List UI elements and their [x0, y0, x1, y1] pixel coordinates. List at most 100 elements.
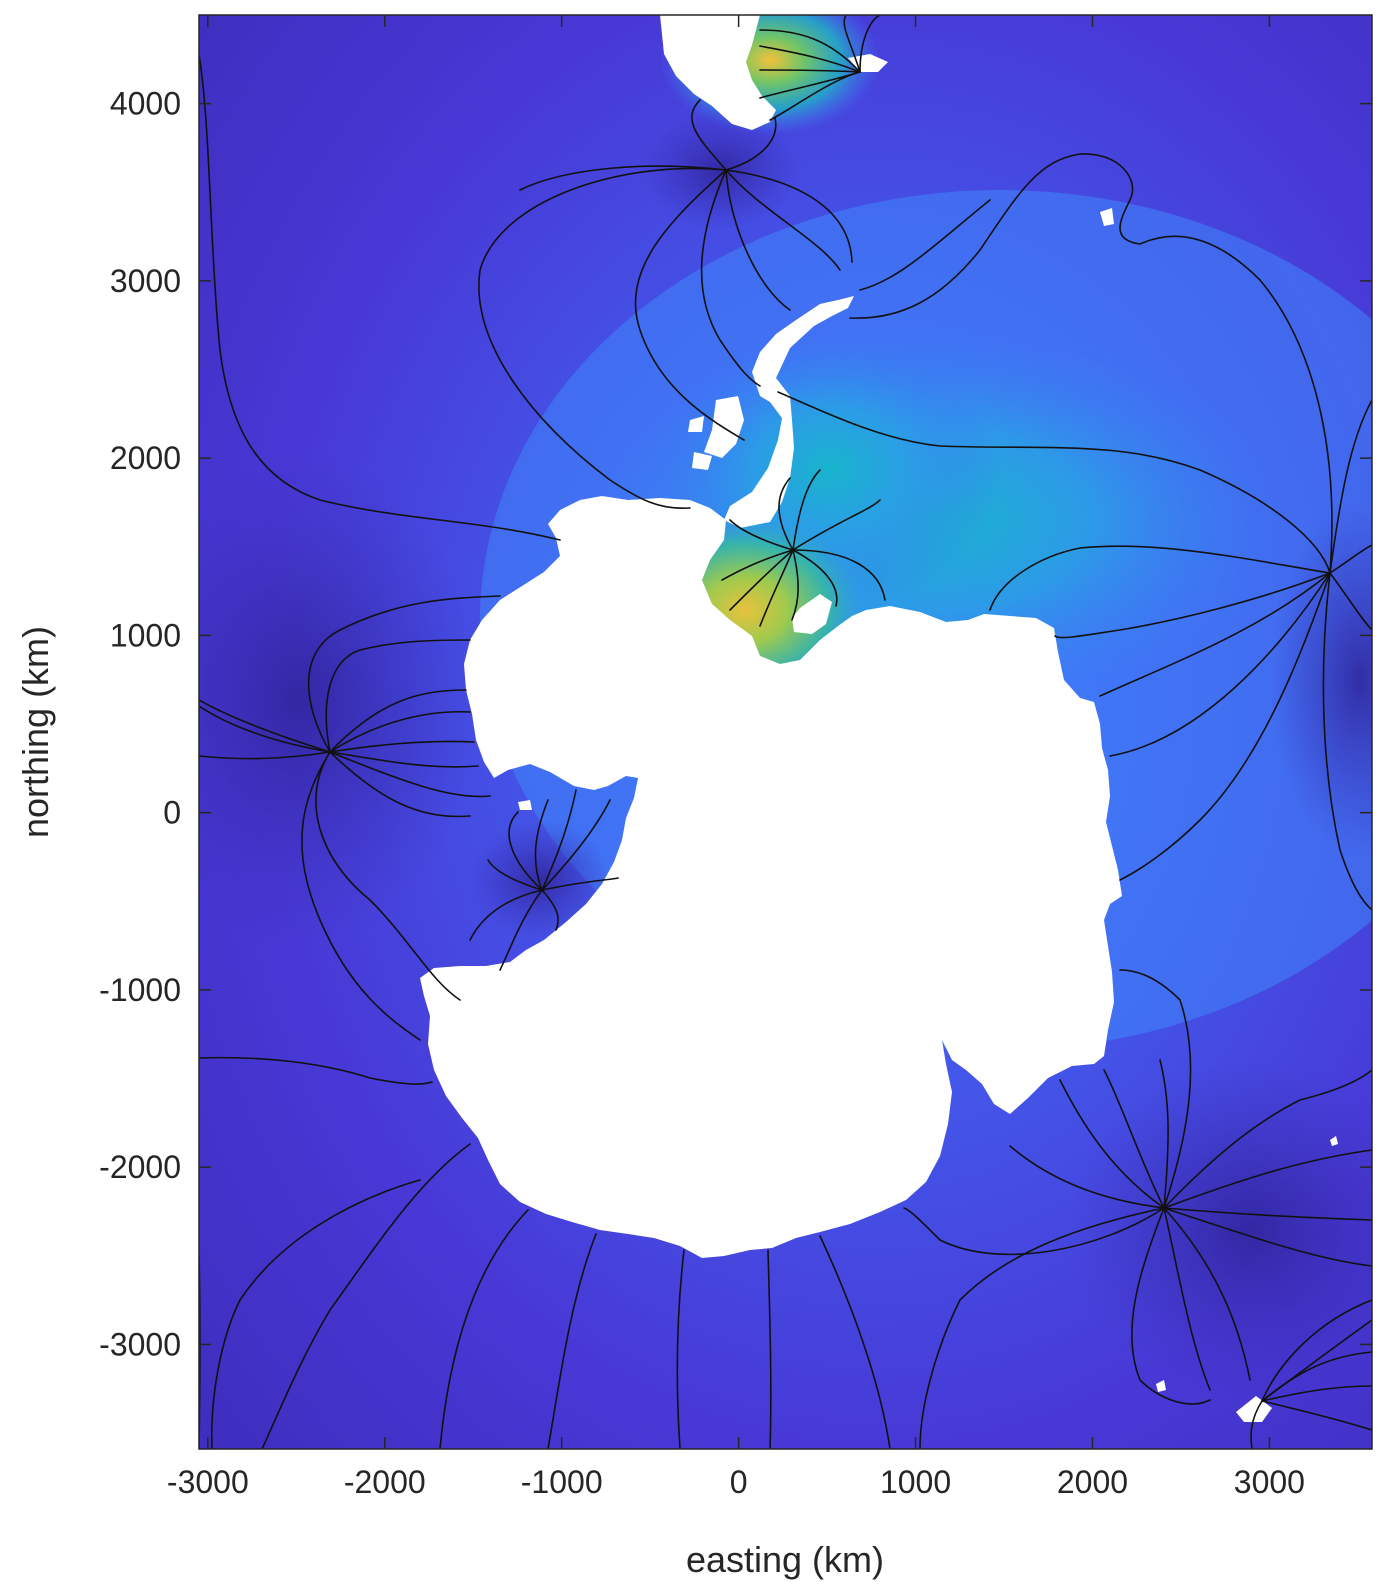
contour-line — [1054, 572, 1331, 639]
y-tick-label: 3000 — [110, 263, 181, 299]
contour-line — [634, 169, 745, 441]
contour-line — [329, 740, 475, 753]
contour-line — [792, 469, 821, 551]
contour-line — [329, 689, 467, 753]
x-tick-label: 1000 — [880, 1464, 951, 1500]
contour-line — [541, 877, 619, 891]
contour-line — [989, 545, 1331, 611]
contour-line — [1009, 1145, 1165, 1209]
contour-line — [1163, 1069, 1372, 1209]
y-tick-label: 1000 — [110, 617, 181, 653]
contour-line — [1261, 1400, 1372, 1431]
contour-line — [767, 1249, 772, 1449]
contour-line — [469, 889, 543, 941]
field-dark-southwest — [470, 820, 610, 940]
contour-line — [325, 639, 471, 753]
contour-line — [199, 751, 331, 760]
contour-line — [547, 1233, 597, 1449]
contour-line — [199, 705, 331, 753]
contour-line — [541, 789, 577, 891]
contour-line — [1103, 1069, 1165, 1209]
contour-line — [1250, 1400, 1263, 1449]
contour-line — [691, 99, 727, 171]
contour-line — [1163, 1207, 1251, 1381]
contour-line — [261, 1143, 471, 1449]
contour-line — [791, 549, 799, 621]
contour-line — [439, 1209, 529, 1449]
contour-line — [1329, 544, 1372, 574]
land-berkner-island — [792, 594, 832, 634]
contour-line — [1131, 1207, 1211, 1405]
land-antarctica — [420, 496, 1122, 1258]
contour-line — [478, 167, 727, 510]
contour-line — [199, 54, 561, 541]
contour-line — [792, 549, 838, 607]
contour-line — [725, 117, 777, 171]
field-dark-east — [1270, 500, 1372, 860]
contour-line — [508, 811, 543, 891]
contour-line — [843, 15, 861, 73]
x-axis-label: easting (km) — [686, 1539, 884, 1580]
contour-line — [1261, 1385, 1372, 1402]
contour-line — [499, 889, 543, 971]
contour-line — [759, 71, 861, 99]
contour-line — [1119, 969, 1192, 1209]
contour-line — [519, 165, 727, 191]
contour-line — [199, 1056, 433, 1085]
field-dark-west — [199, 450, 480, 950]
y-tick-label: 2000 — [110, 440, 181, 476]
contour-line — [1099, 572, 1331, 697]
contour-line — [778, 477, 794, 551]
contour-line — [1163, 1207, 1372, 1267]
x-tick-label: -2000 — [344, 1464, 426, 1500]
contour-line — [315, 751, 461, 1001]
contour-line — [1109, 572, 1331, 757]
contour-line — [819, 1235, 891, 1449]
plot-frame — [198, 14, 1373, 1450]
contour-line — [1322, 572, 1372, 911]
contour-line — [759, 549, 794, 627]
contour-line — [210, 1179, 421, 1449]
x-tick-label: 0 — [730, 1464, 748, 1500]
contour-line — [1163, 1149, 1372, 1209]
x-tick-label: 2000 — [1057, 1464, 1128, 1500]
contour-line — [329, 751, 491, 798]
y-tick-label: -2000 — [99, 1149, 181, 1185]
contour-line — [307, 595, 501, 753]
contour-line — [777, 391, 1331, 574]
contour-line — [725, 169, 791, 311]
contour-line — [792, 549, 886, 601]
contour-line — [199, 699, 331, 753]
contour-line — [329, 710, 471, 753]
contour-line — [903, 1207, 1165, 1256]
land-peninsula-islands — [688, 396, 744, 470]
contour-line — [759, 45, 861, 73]
contour-line — [759, 29, 861, 73]
contour-line — [1163, 1207, 1372, 1221]
contour-line — [792, 499, 881, 551]
x-axis-ticks: -3000 -2000 -1000 0 1000 2000 3000 — [167, 15, 1305, 1500]
land-south-america — [660, 15, 776, 130]
contour-line — [676, 1249, 685, 1449]
y-tick-label: -1000 — [99, 972, 181, 1008]
x-tick-label: -1000 — [521, 1464, 603, 1500]
contour-layer — [199, 15, 1372, 1449]
contour-line — [919, 1207, 1165, 1449]
contour-line — [1159, 1059, 1169, 1209]
contour-line — [859, 15, 881, 73]
contour-line — [301, 751, 421, 1041]
contour-line — [329, 751, 471, 818]
contour-line — [541, 799, 611, 891]
contour-line — [1261, 1351, 1372, 1402]
y-axis-label: northing (km) — [15, 626, 56, 838]
contour-line — [329, 751, 479, 768]
contour-line — [1119, 572, 1331, 881]
contour-line — [759, 69, 861, 73]
y-tick-label: -3000 — [99, 1326, 181, 1362]
x-tick-label: 3000 — [1234, 1464, 1305, 1500]
contour-line — [1059, 1079, 1165, 1209]
x-tick-label: -3000 — [167, 1464, 249, 1500]
contour-line — [849, 153, 1333, 574]
y-tick-label: 0 — [163, 795, 181, 831]
